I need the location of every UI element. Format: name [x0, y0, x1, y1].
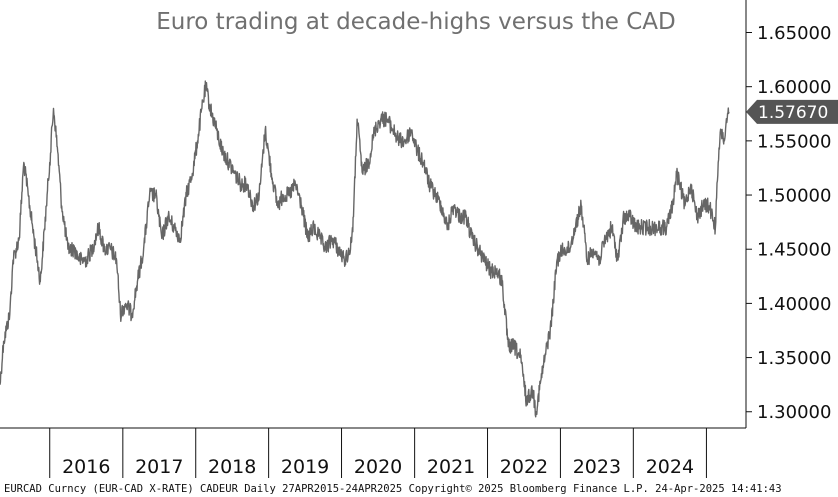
x-tick-label: 2024: [646, 456, 694, 478]
x-tick-label: 2019: [281, 456, 329, 478]
x-tick-label: 2020: [354, 456, 402, 478]
x-tick-label: 2016: [62, 456, 110, 478]
footer-text: EURCAD Curncy (EUR-CAD X-RATE) CADEUR Da…: [4, 483, 782, 495]
x-tick-label: 2021: [427, 456, 475, 478]
last-value-marker: 1.57670: [746, 99, 838, 124]
x-tick-label: 2022: [500, 456, 548, 478]
x-tick-label: 2017: [135, 456, 183, 478]
y-tick-label: 1.65000: [757, 23, 831, 44]
x-tick-label: 2023: [573, 456, 621, 478]
y-tick-label: 1.30000: [757, 402, 831, 423]
price-series-line: [0, 80, 730, 418]
chart-title: Euro trading at decade-highs versus the …: [156, 9, 676, 35]
x-axis-ticks: 2016 2017 2018 2019 2020 2021 2022 2023 2024: [49, 428, 707, 478]
x-tick-label: 2018: [208, 456, 256, 478]
last-value-label: 1.57670: [758, 103, 828, 123]
plot-area: [0, 80, 730, 418]
y-tick-label: 1.40000: [757, 294, 831, 315]
y-axis-ticks: 1.65000 1.60000 1.55000 1.50000 1.45000 1.400…: [746, 23, 831, 423]
y-tick-label: 1.45000: [757, 240, 831, 261]
y-tick-label: 1.55000: [757, 131, 831, 152]
y-tick-label: 1.35000: [757, 348, 831, 369]
last-value-badge: [746, 99, 838, 124]
y-tick-label: 1.50000: [757, 186, 831, 207]
y-tick-label: 1.60000: [757, 77, 831, 98]
